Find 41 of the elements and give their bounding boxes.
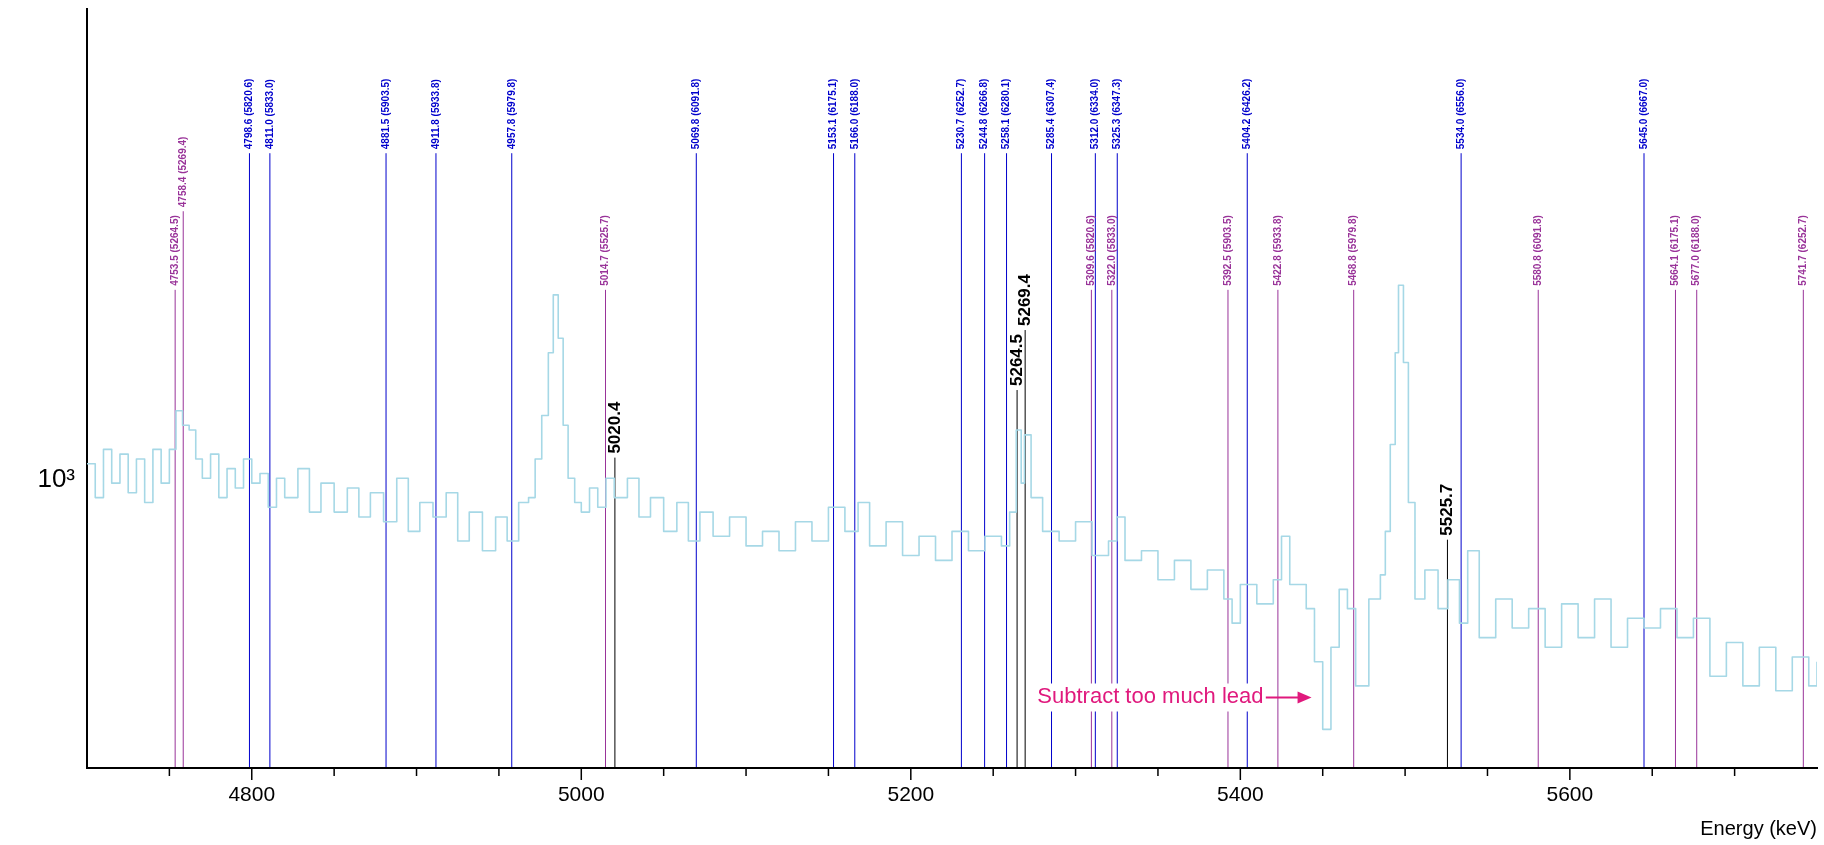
ref-line-label: 4911.8 (5933.8) [429, 79, 441, 150]
ref-line-label: 4753.5 (5264.5) [168, 215, 180, 286]
ref-line-label: 5322.0 (5833.0) [1105, 215, 1117, 286]
x-tick-label: 5400 [1216, 782, 1264, 806]
ref-line-label: 5312.0 (6334.0) [1089, 78, 1101, 150]
ref-line-label: 5020.4 [604, 401, 624, 454]
ref-line-label: 5244.8 (6266.8) [978, 78, 990, 150]
ref-line-label: 5525.7 [1437, 483, 1457, 536]
ref-line-label: 5166.0 (6188.0) [848, 78, 860, 150]
x-tick-label: 5600 [1546, 782, 1594, 806]
ref-line-label: 5325.3 (6347.3) [1111, 78, 1123, 150]
text: 10³ [37, 462, 76, 493]
ref-line-label: 4811.0 (5833.0) [263, 79, 275, 150]
ref-line-label: 5664.1 (6175.1) [1669, 215, 1681, 286]
ref-line-label: 5392.5 (5903.5) [1221, 215, 1233, 286]
x-axis-title: Energy (keV) [1700, 816, 1817, 839]
x-tick-label: 4800 [228, 782, 276, 806]
ref-line-label: 5269.4 [1014, 273, 1034, 327]
x-tick-label: 5200 [887, 782, 935, 806]
ref-line-label: 4758.4 (5269.4) [176, 136, 188, 208]
ref-line-label: 4957.8 (5979.8) [505, 78, 517, 150]
ref-line-label: 5468.8 (5979.8) [1347, 215, 1359, 286]
ref-line-label: 5404.2 (6426.2) [1241, 78, 1252, 150]
ref-line-label: 5309.6 (5820.6) [1085, 215, 1097, 286]
x-tick-label: 5000 [557, 782, 605, 806]
ref-line-label: 5264.5 [1006, 334, 1026, 387]
ref-line-label: 4881.5 (5903.5) [379, 78, 391, 150]
annotation: Subtract too much lead [1037, 683, 1264, 709]
ref-line-label: 5230.7 (6252.7) [955, 78, 967, 150]
ref-line-label: 5677.0 (6188.0) [1690, 215, 1702, 286]
ref-line-label: 5534.0 (6556.0) [1454, 78, 1466, 150]
ref-line-label: 5258.1 (6280.1) [1000, 78, 1012, 150]
ref-line-label: 5422.8 (5933.8) [1271, 215, 1283, 286]
ref-line-label: 5014.7 (5525.7) [599, 215, 611, 286]
ref-line-label: 5153.1 (6175.1) [827, 78, 839, 150]
ref-line-label: 5580.8 (6091.8) [1531, 215, 1543, 286]
ref-line-label: 5645.0 (6667.0) [1637, 78, 1649, 150]
ref-line-label: 5741.7 (6252.7) [1797, 215, 1809, 286]
ref-line-label: 5285.4 (6307.4) [1045, 78, 1057, 150]
ref-line-label: 5069.8 (6091.8) [690, 78, 702, 150]
ref-line-label: 4798.6 (5820.6) [243, 78, 255, 150]
